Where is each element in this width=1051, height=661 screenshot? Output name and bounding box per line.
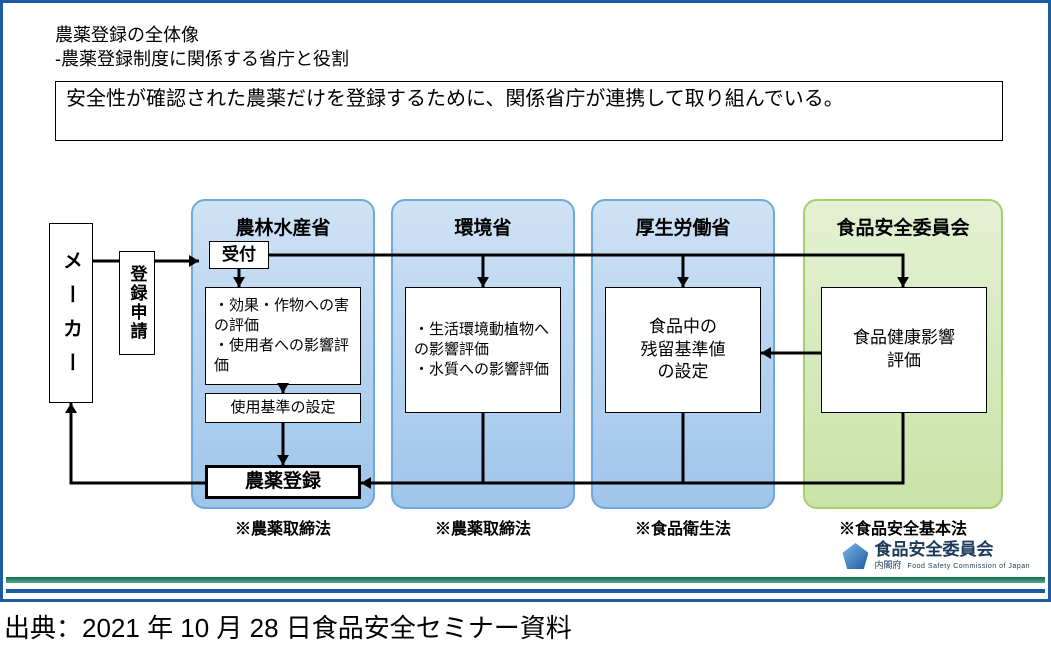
maff-eval-box: ・効果・作物への害の評価 ・使用者への影響評価 (205, 287, 361, 385)
panel-fsc-title: 食品安全委員会 (805, 213, 1001, 240)
apply-box: 登録申請 (119, 251, 155, 355)
fsc-logo: 食品安全委員会 内閣府 Food Safety Commission of Ja… (842, 541, 1030, 571)
summary-box: 安全性が確認された農薬だけを登録するために、関係省庁が連携して取り組んでいる。 (55, 81, 1003, 141)
slide-frame: 農薬登録の全体像 -農薬登録制度に関係する省庁と役割 安全性が確認された農薬だけ… (0, 0, 1051, 602)
fsc-logo-en: Food Safety Commission of Japan (908, 563, 1031, 570)
fsc-logo-office: 内閣府 (874, 558, 901, 571)
law-maff: ※農薬取締法 (203, 515, 363, 539)
law-mhlw: ※食品衛生法 (603, 515, 763, 539)
maker-box: メーカー (49, 223, 93, 403)
fsc-eval-box: 食品健康影響 評価 (821, 287, 987, 413)
footer-strip-green (6, 577, 1045, 583)
mhlw-eval-box: 食品中の 残留基準値 の設定 (605, 287, 761, 413)
panel-mhlw-title: 厚生労働省 (593, 213, 773, 240)
source-citation: 出典：2021 年 10 月 28 日食品安全セミナー資料 (0, 602, 1051, 655)
slide-heading: 農薬登録の全体像 -農薬登録制度に関係する省庁と役割 (55, 23, 349, 72)
fsc-logo-name: 食品安全委員会 (874, 541, 1030, 558)
heading-line2: -農薬登録制度に関係する省庁と役割 (55, 47, 349, 71)
panel-maff-title: 農林水産省 (193, 213, 373, 240)
maff-standard-box: 使用基準の設定 (205, 393, 361, 423)
fsc-logo-mark-icon (842, 543, 868, 569)
accept-box: 受付 (209, 241, 269, 269)
heading-line1: 農薬登録の全体像 (55, 23, 349, 47)
footer-strip-blue (6, 589, 1045, 593)
register-box: 農薬登録 (205, 465, 361, 499)
panel-env-title: 環境省 (393, 213, 573, 240)
law-env: ※農薬取締法 (403, 515, 563, 539)
env-eval-box: ・生活環境動植物への影響評価 ・水質への影響評価 (405, 287, 561, 413)
law-fsc: ※食品安全基本法 (813, 515, 993, 539)
flow-diagram: メーカー 登録申請 農林水産省 環境省 厚生労働省 食品安全委員会 受付 ・効果… (3, 183, 1051, 563)
